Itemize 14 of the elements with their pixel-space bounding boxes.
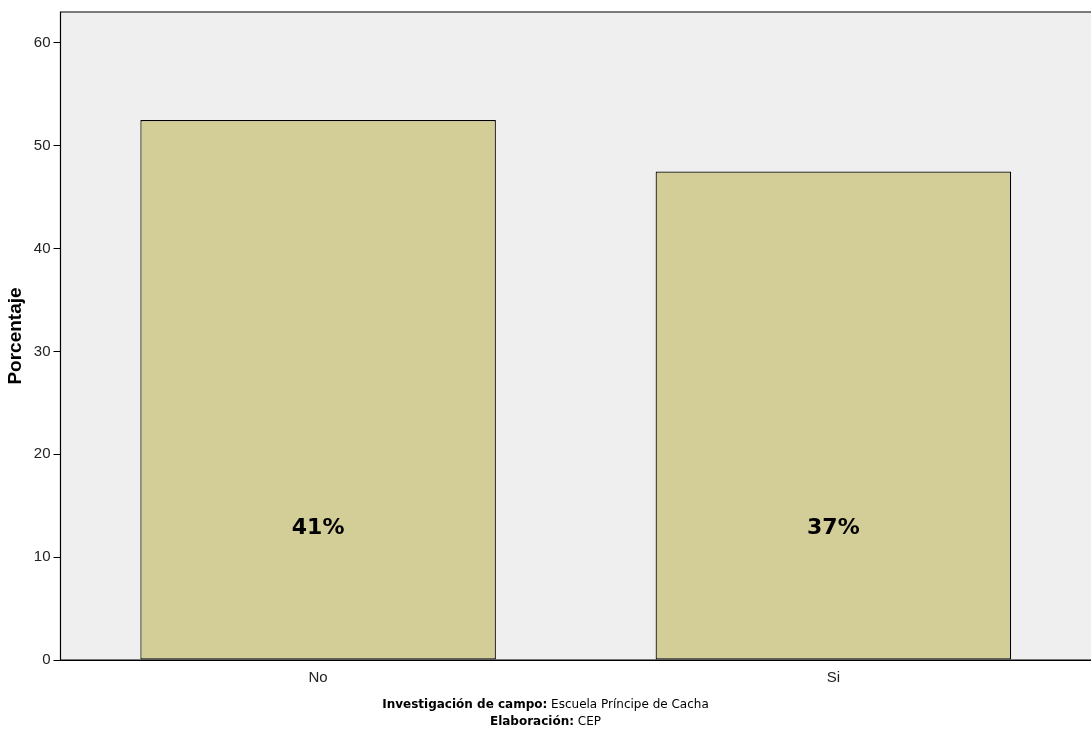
x-tick-label: Si <box>826 668 841 686</box>
annotation: 37% <box>807 513 860 539</box>
x-tick-label: No <box>308 668 328 686</box>
y-tick-label: 20 <box>33 444 51 462</box>
y-axis-title: Porcentaje <box>3 287 25 385</box>
y-tick-label: 10 <box>33 547 51 565</box>
y-tick-label: 40 <box>33 238 51 256</box>
y-tick-label: 50 <box>33 135 51 153</box>
text: Elaboración: CEP <box>488 713 603 730</box>
y-tick-label: 60 <box>33 33 51 50</box>
text: Investigación de campo: Escuela Príncipe de Cacha <box>381 696 710 713</box>
y-tick-label: 0 <box>42 650 51 668</box>
annotation: 41% <box>291 513 345 539</box>
y-tick-label: 30 <box>33 341 51 359</box>
